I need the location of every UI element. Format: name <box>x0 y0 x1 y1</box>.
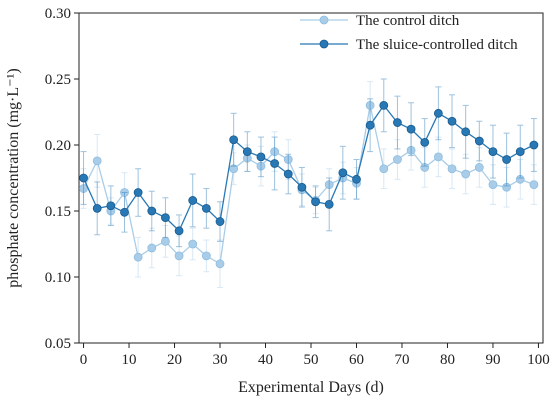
data-point <box>270 159 280 168</box>
data-point <box>161 236 170 246</box>
y-tick-label: 0.05 <box>45 336 71 352</box>
data-point <box>502 155 512 164</box>
x-tick-label: 10 <box>122 352 137 368</box>
data-point <box>161 213 170 223</box>
x-tick-label: 30 <box>213 352 228 368</box>
data-point <box>229 135 239 145</box>
data-point <box>201 251 211 261</box>
legend-marker-control <box>319 15 329 25</box>
x-tick-label: 90 <box>485 352 500 368</box>
data-point <box>92 203 102 213</box>
data-point <box>406 145 416 155</box>
data-point <box>461 127 471 137</box>
data-point <box>433 152 443 162</box>
data-point <box>242 147 252 157</box>
data-point <box>215 259 225 269</box>
x-tick-label: 50 <box>304 352 319 368</box>
data-point <box>515 174 525 184</box>
y-tick-label: 0.20 <box>45 138 71 154</box>
data-point <box>420 163 430 172</box>
data-point <box>92 156 102 166</box>
data-point <box>502 182 512 192</box>
data-point <box>324 180 334 190</box>
data-point <box>488 180 498 190</box>
data-point <box>229 164 239 174</box>
data-point <box>488 147 498 157</box>
y-tick-label: 0.25 <box>45 72 71 88</box>
series-line <box>82 104 535 232</box>
data-point <box>133 188 143 197</box>
data-point <box>529 180 539 190</box>
x-tick-label: 80 <box>440 352 455 368</box>
data-point <box>461 169 471 179</box>
data-point <box>201 203 211 213</box>
legend-item-control: The control ditch <box>300 13 460 29</box>
axis-ticks: 0 10 20 30 40 50 60 70 80 90 100 0.05 0.10 0.15 0.20 0.… <box>45 6 550 368</box>
legend-label-sluice: The sluice-controlled ditch <box>356 37 518 53</box>
data-point <box>324 199 334 209</box>
data-point <box>352 174 361 184</box>
data-point <box>379 164 389 174</box>
series-layer <box>79 78 539 289</box>
x-tick-label: 60 <box>349 352 364 368</box>
data-point <box>447 116 457 126</box>
data-point <box>420 137 430 147</box>
data-point <box>393 118 402 127</box>
data-point <box>120 188 129 197</box>
y-axis-label: phosphate concentration (mg·L⁻¹) <box>5 68 22 287</box>
series-control <box>79 81 539 289</box>
x-tick-label: 70 <box>394 352 409 368</box>
data-point <box>406 124 416 134</box>
data-point <box>174 226 184 236</box>
data-point <box>174 251 184 261</box>
x-tick-label: 100 <box>527 352 550 368</box>
data-point <box>283 169 293 179</box>
data-point <box>311 197 320 207</box>
legend-label-control: The control ditch <box>356 13 460 29</box>
data-point <box>297 182 307 192</box>
series-sluice <box>79 78 539 248</box>
data-point <box>120 207 129 217</box>
data-point <box>474 163 484 172</box>
data-point <box>338 168 348 178</box>
data-point <box>393 155 402 164</box>
legend-item-sluice: The sluice-controlled ditch <box>300 37 518 53</box>
data-point <box>256 152 266 162</box>
data-point <box>365 101 375 110</box>
legend: The control ditch The sluice-controlled … <box>300 13 518 53</box>
x-tick-label: 20 <box>167 352 182 368</box>
x-tick-label: 40 <box>258 352 273 368</box>
x-axis-label: Experimental Days (d) <box>238 379 384 396</box>
data-point <box>474 136 484 146</box>
data-point <box>147 206 157 216</box>
data-point <box>447 164 457 174</box>
data-point <box>106 201 116 211</box>
data-point <box>283 155 293 164</box>
data-point <box>270 147 280 157</box>
data-point <box>433 108 443 118</box>
data-point <box>147 243 157 253</box>
x-tick-label: 0 <box>80 352 88 368</box>
y-tick-label: 0.30 <box>45 6 71 22</box>
data-point <box>529 140 539 150</box>
data-point <box>215 217 225 226</box>
data-point <box>188 196 198 205</box>
data-point <box>188 239 198 249</box>
y-tick-label: 0.15 <box>45 204 71 220</box>
plot-area <box>78 12 544 344</box>
data-point <box>379 101 389 110</box>
data-point <box>365 120 375 130</box>
y-tick-label: 0.10 <box>45 270 71 286</box>
legend-marker-sluice <box>319 39 329 49</box>
data-point <box>515 147 525 157</box>
data-point <box>79 173 88 183</box>
data-point <box>133 252 143 262</box>
data-point <box>256 161 266 171</box>
